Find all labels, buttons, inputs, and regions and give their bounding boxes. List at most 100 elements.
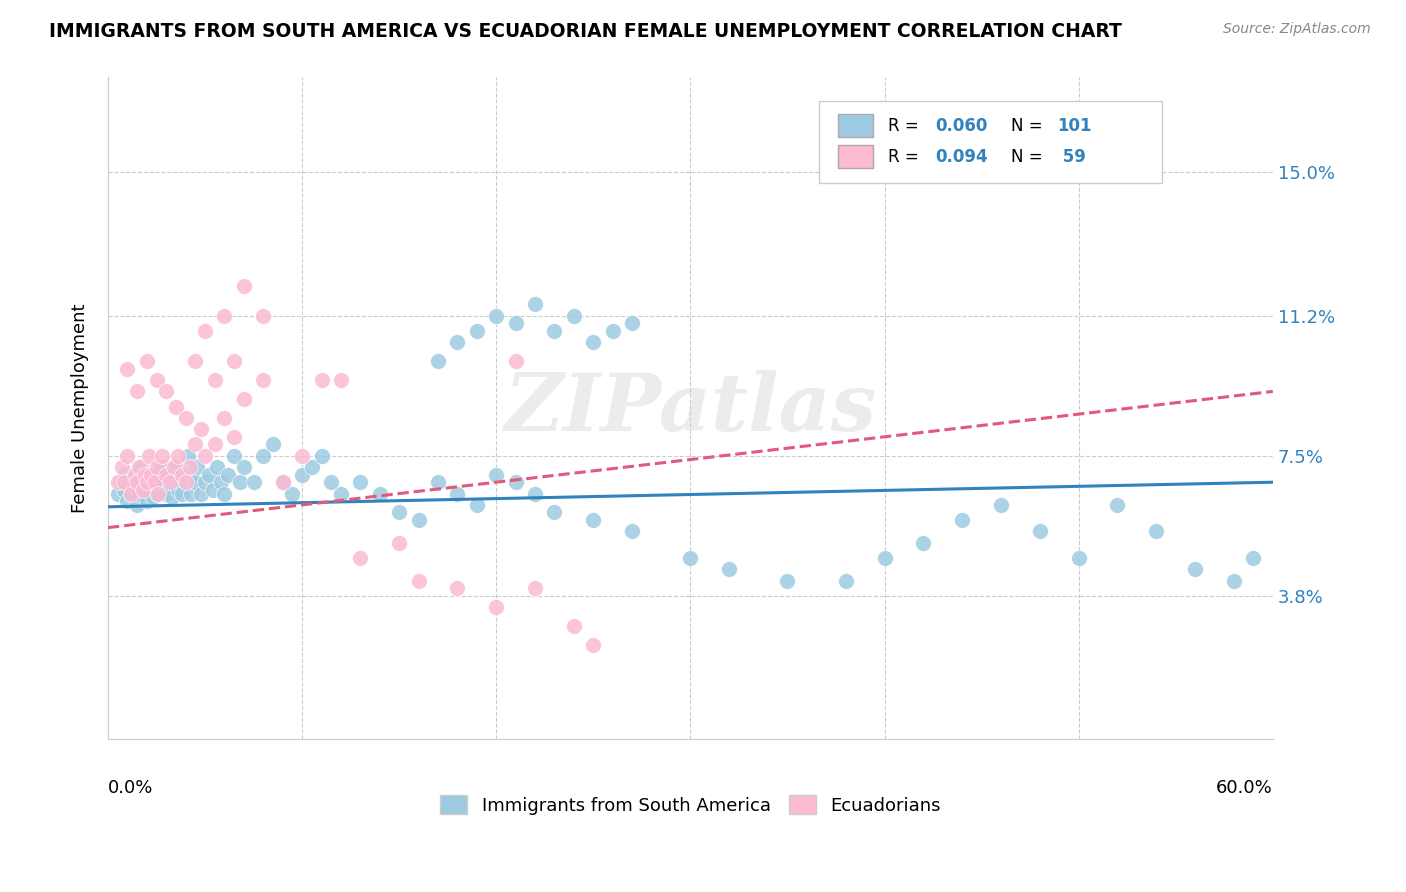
Point xyxy=(159,479,181,493)
Point xyxy=(524,297,547,311)
Point xyxy=(145,486,167,500)
Point xyxy=(184,354,207,368)
Point xyxy=(163,460,186,475)
Point xyxy=(388,506,411,520)
Point xyxy=(950,513,973,527)
Point xyxy=(368,486,391,500)
Point xyxy=(155,467,177,482)
Point xyxy=(127,475,149,490)
Point xyxy=(214,411,236,425)
Point xyxy=(174,475,197,490)
Point xyxy=(179,467,201,482)
Point xyxy=(135,494,157,508)
Point xyxy=(132,483,155,497)
Point xyxy=(205,460,228,475)
Text: 59: 59 xyxy=(1057,148,1087,166)
Text: R =: R = xyxy=(889,148,924,166)
Point xyxy=(139,483,162,497)
Point xyxy=(138,449,160,463)
Point xyxy=(1184,562,1206,576)
Point xyxy=(117,494,139,508)
Point xyxy=(190,486,212,500)
Point xyxy=(180,486,202,500)
Point xyxy=(135,475,157,490)
Point xyxy=(135,475,157,490)
Point xyxy=(543,506,565,520)
Point xyxy=(543,324,565,338)
Text: IMMIGRANTS FROM SOUTH AMERICA VS ECUADORIAN FEMALE UNEMPLOYMENT CORRELATION CHAR: IMMIGRANTS FROM SOUTH AMERICA VS ECUADOR… xyxy=(49,22,1122,41)
Point xyxy=(232,460,254,475)
Point xyxy=(170,467,193,482)
Point xyxy=(562,619,585,633)
Point xyxy=(329,486,352,500)
Point xyxy=(311,449,333,463)
Point xyxy=(160,491,183,505)
Point xyxy=(155,384,177,399)
Point xyxy=(214,309,236,323)
Point xyxy=(621,316,644,330)
Point xyxy=(135,354,157,368)
Point xyxy=(124,479,146,493)
Point xyxy=(291,467,314,482)
Point xyxy=(485,309,508,323)
Point xyxy=(329,373,352,387)
Point xyxy=(120,486,142,500)
Point xyxy=(446,486,468,500)
Point xyxy=(427,475,450,490)
Point xyxy=(145,373,167,387)
Point xyxy=(281,486,304,500)
Point xyxy=(167,449,190,463)
Point xyxy=(1223,574,1246,588)
Point xyxy=(582,335,605,350)
Point xyxy=(128,486,150,500)
Point xyxy=(252,449,274,463)
Point xyxy=(505,316,527,330)
Point xyxy=(114,467,136,482)
Point xyxy=(107,486,129,500)
Text: 0.094: 0.094 xyxy=(935,148,987,166)
Text: 60.0%: 60.0% xyxy=(1216,780,1272,797)
Point xyxy=(138,467,160,482)
Point xyxy=(174,475,197,490)
Point xyxy=(291,449,314,463)
Point xyxy=(174,411,197,425)
Point xyxy=(176,449,198,463)
Point xyxy=(150,449,173,463)
Point xyxy=(169,467,191,482)
Point xyxy=(194,475,217,490)
Legend: Immigrants from South America, Ecuadorians: Immigrants from South America, Ecuadoria… xyxy=(433,789,948,822)
Text: 0.0%: 0.0% xyxy=(108,780,153,797)
Point xyxy=(408,513,430,527)
Point xyxy=(117,361,139,376)
Point xyxy=(209,475,232,490)
Point xyxy=(582,513,605,527)
Point xyxy=(170,486,193,500)
Point xyxy=(232,278,254,293)
Point xyxy=(148,486,170,500)
Point xyxy=(388,535,411,549)
Point xyxy=(155,486,177,500)
Point xyxy=(127,384,149,399)
Point xyxy=(142,491,165,505)
Point xyxy=(408,574,430,588)
Point xyxy=(139,467,162,482)
Point xyxy=(349,475,371,490)
Point xyxy=(217,467,239,482)
Point xyxy=(127,498,149,512)
Point xyxy=(776,574,799,588)
Point xyxy=(1144,524,1167,539)
Point xyxy=(122,467,145,482)
Text: N =: N = xyxy=(1011,117,1047,135)
Point xyxy=(834,574,856,588)
Point xyxy=(524,486,547,500)
Point xyxy=(167,483,190,497)
Point xyxy=(465,324,488,338)
Point xyxy=(117,475,139,490)
FancyBboxPatch shape xyxy=(838,145,873,168)
Point xyxy=(204,437,226,451)
Point xyxy=(301,460,323,475)
Point xyxy=(873,550,896,565)
Point xyxy=(143,475,166,490)
FancyBboxPatch shape xyxy=(818,101,1163,184)
Point xyxy=(446,335,468,350)
